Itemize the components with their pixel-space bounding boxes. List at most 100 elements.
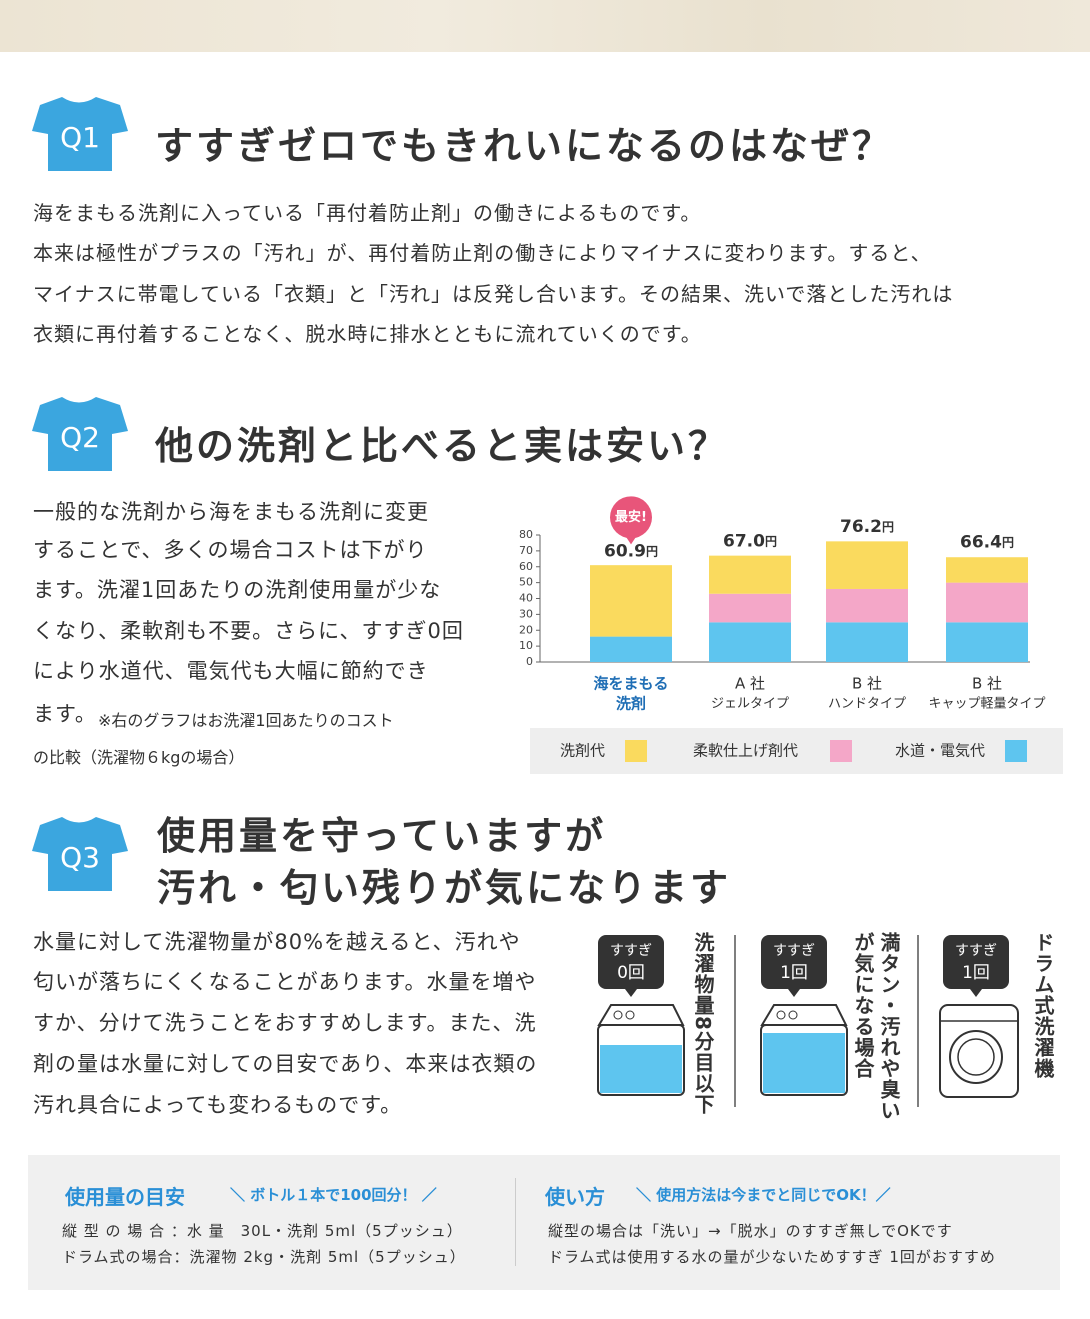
caption-line: が気になる場合 [851, 932, 875, 1079]
caption-line: 満タン・汚れや臭い [877, 932, 901, 1121]
case-3: すすぎ 1回 [939, 935, 1019, 1098]
total-unit: 円 [646, 544, 658, 558]
legend-label: 洗剤代 [560, 742, 605, 760]
bar-segment [946, 582, 1028, 623]
top-strip [0, 0, 1090, 52]
total-label: 67.0円 [723, 532, 777, 552]
annotation-pointer [625, 535, 637, 545]
caption-line: 洗濯物量8分目以下 [691, 932, 715, 1115]
y-tick-label: 60 [519, 560, 533, 573]
category-label: 海をまもる [593, 675, 668, 693]
y-tick-label: 10 [519, 639, 533, 652]
paragraph-line: くなり、柔軟剤も不要。さらに、すすぎ0回 [33, 619, 464, 643]
paragraph-line: 水量に対して洗濯物量が80%を越えると、汚れや [33, 930, 521, 954]
q-title: 他の洗剤と比べると実は安い？ [155, 424, 730, 468]
guide-line: ドラム式の場合：洗濯物 2kg・洗剤 5ml（5プッシュ） [62, 1248, 466, 1266]
guide-title: 使用量の目安 [65, 1185, 185, 1209]
paragraph-line: すか、分けて洗うことをおすすめします。また、洗 [33, 1011, 537, 1035]
paragraph-line: 一般的な洗剤から海をまもる洗剤に変更 [33, 500, 429, 524]
paragraph-line: マイナスに帯電している「衣類」と「汚れ」は反発し合います。その結果、洗いで落とし… [33, 282, 954, 306]
total-label: 76.2円 [840, 517, 894, 537]
case-caption: 満タン・汚れや臭い が気になる場合 [850, 932, 902, 1121]
q-title: 使用量を守っていますが [157, 814, 607, 858]
case-1: すすぎ 0回 [597, 935, 685, 1096]
legend-swatch [625, 740, 647, 762]
paragraph-line: することで、多くの場合コストは下がり [33, 538, 428, 562]
category-label: 洗剤 [616, 695, 646, 713]
washer-illustrations: すすぎ 0回 すすぎ 1回 すすぎ 1回 [597, 935, 1019, 1107]
paragraph-line: 汚れ具合によっても変わるものです。 [33, 1093, 403, 1117]
case-badge: すすぎ [610, 943, 652, 959]
case-badge: すすぎ [773, 943, 815, 959]
legend-box [530, 728, 1063, 774]
annotation: 最安! [615, 509, 647, 525]
paragraph-line: により水道代、電気代も大幅に節約でき [33, 659, 429, 683]
category-label: ジェルタイプ [711, 697, 789, 712]
bar-segment [946, 557, 1028, 583]
paragraph-line: ます。洗濯1回あたりの洗剤使用量が少な [33, 578, 442, 602]
paragraph-line: 剤の量は水量に対しての目安であり、本来は衣類の [33, 1052, 538, 1076]
q-badge: Q3 [32, 817, 128, 891]
total-value: 60.9 [604, 541, 646, 561]
case-badge: すすぎ [955, 943, 997, 959]
note-line: ※右のグラフはお洗濯1回あたりのコスト [98, 711, 394, 730]
case-2: すすぎ 1回 [760, 935, 848, 1096]
badge-label: Q3 [60, 841, 100, 874]
paragraph-line: ます。 [33, 702, 97, 726]
legend-label: 柔軟仕上げ剤代 [693, 742, 798, 760]
bar-segment [826, 588, 908, 623]
badge-label: Q2 [60, 421, 100, 454]
paragraph-line: 本来は極性がプラスの「汚れ」が、再付着防止剤の働きによりマイナスに変わります。す… [33, 241, 932, 265]
total-value: 67.0 [723, 532, 765, 552]
paragraph-line: 海をまもる洗剤に入っている「再付着防止剤」の働きによるものです。 [33, 201, 702, 225]
bar-segment [590, 636, 672, 662]
guide-line: 縦 型 の 場 合 ：水 量 30L・洗剤 5ml（5プッシュ） [62, 1222, 463, 1240]
total-unit: 円 [765, 534, 777, 548]
annotation-bubble [610, 496, 652, 539]
divider [515, 1178, 516, 1266]
guide-line: ドラム式は使用する水の量が少ないためすすぎ 1回がおすすめ [548, 1248, 996, 1266]
note-line: の比較（洗濯物６kgの場合） [33, 748, 245, 767]
y-tick-label: 50 [519, 576, 533, 589]
badge-label: Q1 [60, 121, 100, 154]
y-tick-label: 0 [526, 655, 533, 668]
guide-box [28, 1155, 1060, 1290]
legend-swatch [830, 740, 852, 762]
legend-swatch [1005, 740, 1027, 762]
caption-line: ドラム式洗濯機 [1031, 932, 1055, 1079]
guide-tagline: ＼ 使用方法は今までと同じでOK！／ [636, 1186, 891, 1204]
total-value: 66.4 [960, 533, 1002, 553]
bar-segment [826, 541, 908, 589]
y-tick-label: 40 [519, 592, 533, 605]
legend-label: 水道・電気代 [895, 742, 985, 760]
bar-segment [709, 622, 791, 662]
guide-tagline: ＼ ボトル１本で100回分！ ／ [230, 1186, 437, 1204]
bar-segment [709, 555, 791, 594]
case-caption: 洗濯物量8分目以下 [690, 932, 716, 1115]
category-label: キャップ軽量タイプ [928, 697, 1045, 712]
q-title: 汚れ・匂い残りが気になります [157, 866, 732, 910]
y-tick-label: 80 [519, 528, 533, 541]
case-badge: 1回 [780, 963, 808, 983]
category-label: B 社 [852, 675, 882, 693]
case-caption: ドラム式洗濯機 [1030, 932, 1056, 1079]
total-unit: 円 [882, 520, 894, 534]
bar-segment [946, 622, 1028, 662]
y-tick-label: 30 [519, 607, 533, 620]
bar-segment [709, 593, 791, 623]
q-badge: Q2 [32, 397, 128, 471]
category-label: ハンドタイプ [828, 697, 906, 712]
guide-line: 縦型の場合は「洗い」→「脱水」のすすぎ無しでOKです [548, 1222, 953, 1240]
category-label: B 社 [972, 675, 1002, 693]
case-badge: 0回 [617, 963, 645, 983]
paragraph-line: 匂いが落ちにくくなることがあります。水量を増や [33, 970, 537, 994]
total-unit: 円 [1002, 535, 1014, 549]
y-tick-label: 70 [519, 544, 533, 557]
guide-title: 使い方 [545, 1185, 605, 1209]
category-label: A 社 [735, 675, 765, 693]
total-label: 66.4円 [960, 533, 1014, 553]
bar-segment [590, 565, 672, 637]
paragraph-line: 衣類に再付着することなく、脱水時に排水とともに流れていくのです。 [33, 322, 702, 346]
